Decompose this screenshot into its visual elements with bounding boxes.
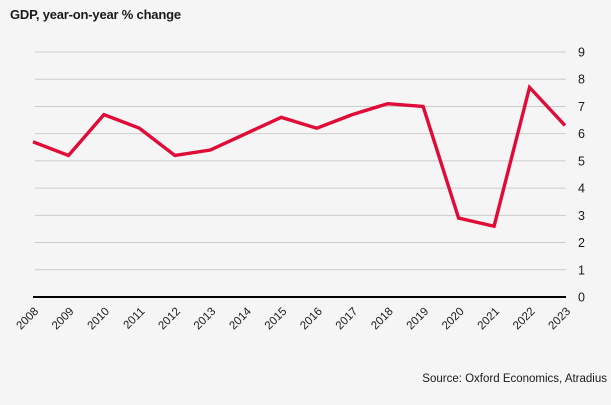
y-axis-tick-label: 0 xyxy=(578,291,585,305)
x-axis-tick-label: 2019 xyxy=(405,306,432,333)
source-caption: Source: Oxford Economics, Atradius xyxy=(422,373,607,385)
x-axis-tick-label: 2009 xyxy=(50,306,77,333)
y-axis-tick-label: 9 xyxy=(578,46,585,60)
x-axis-tick-label: 2020 xyxy=(440,306,467,333)
x-axis-tick-label: 2010 xyxy=(85,306,112,333)
y-axis-tick-label: 4 xyxy=(578,182,585,196)
x-axis-tick-label: 2021 xyxy=(476,306,503,333)
chart-title: GDP, year-on-year % change xyxy=(10,7,181,22)
y-axis-tick-label: 8 xyxy=(578,73,585,87)
y-axis-tick-label: 3 xyxy=(578,209,585,223)
y-axis-tick-label: 1 xyxy=(578,263,585,277)
y-axis-tick-label: 7 xyxy=(578,100,585,114)
x-axis-tick-label: 2022 xyxy=(511,306,538,333)
x-axis-tick-label: 2008 xyxy=(15,306,42,333)
x-axis-tick-label: 2017 xyxy=(334,306,361,333)
x-axis-tick-label: 2011 xyxy=(122,306,148,332)
x-axis-tick-label: 2013 xyxy=(192,306,219,333)
x-axis-tick-label: 2016 xyxy=(298,306,325,333)
x-axis-tick-label: 2014 xyxy=(227,305,254,332)
x-axis-tick-label: 2023 xyxy=(547,306,574,333)
x-axis-tick-label: 2012 xyxy=(156,306,183,333)
x-axis-tick-label: 2015 xyxy=(263,306,290,333)
x-axis-tick-label: 2018 xyxy=(369,306,396,333)
y-axis-tick-label: 5 xyxy=(578,154,585,168)
gdp-data-line xyxy=(32,83,567,229)
y-axis-tick-label: 2 xyxy=(578,236,585,250)
y-axis-tick-label: 6 xyxy=(578,127,585,141)
